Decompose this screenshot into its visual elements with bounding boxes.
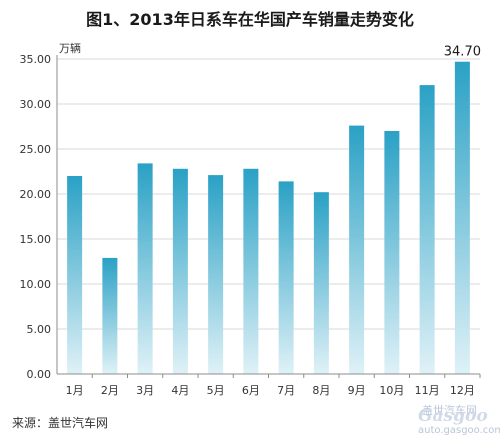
x-tick-label: 5月 <box>207 384 225 397</box>
grid-lines <box>57 58 480 330</box>
bar <box>313 192 329 374</box>
y-tick-label: 25.00 <box>20 143 52 156</box>
x-tick-label: 11月 <box>415 384 440 397</box>
source-note: 来源：盖世汽车网 <box>12 416 109 430</box>
axes: 0.00 5.00 10.00 15.00 20.00 25.00 30.00 35.00 1月… <box>20 53 481 397</box>
x-tick-label: 6月 <box>242 384 260 397</box>
watermark-url: auto.gasgoo.com <box>418 425 500 436</box>
y-tick-label: 15.00 <box>20 233 52 246</box>
data-label: 34.70 <box>444 45 481 60</box>
bar <box>384 131 400 374</box>
bar <box>102 257 118 374</box>
y-tick-label: 5.00 <box>27 323 52 336</box>
bar <box>278 181 294 374</box>
y-tick-label: 10.00 <box>20 278 52 291</box>
bar <box>137 163 153 374</box>
watermark-logo: 盖世汽车网 Gasgoo auto.gasgoo.com <box>400 402 500 440</box>
bar <box>243 168 259 374</box>
x-tick-label: 1月 <box>66 384 84 397</box>
y-tick-label: 20.00 <box>20 188 52 201</box>
x-tick-label: 4月 <box>171 384 189 397</box>
bar <box>67 176 83 374</box>
bar <box>349 125 365 374</box>
x-tick-label: 10月 <box>379 384 404 397</box>
x-tick-label: 7月 <box>277 384 295 397</box>
x-tick-label: 12月 <box>450 384 475 397</box>
watermark-text: 盖世汽车网 <box>422 404 477 417</box>
x-tick-label: 2月 <box>101 384 119 397</box>
bar <box>454 61 470 374</box>
bars: 34.70 <box>67 45 481 374</box>
bar <box>172 168 188 374</box>
x-tick-label: 3月 <box>136 384 154 397</box>
y-tick-label: 35.00 <box>20 53 52 66</box>
x-tick-label: 8月 <box>312 384 330 397</box>
y-axis-unit-label: 万辆 <box>59 41 81 55</box>
chart-title: 图1、2013年日系车在华国产车销量走势变化 <box>86 10 414 29</box>
bar <box>419 85 435 374</box>
y-tick-label: 0.00 <box>27 368 52 381</box>
watermark-brand: Gasgoo <box>418 406 488 426</box>
bar <box>208 175 224 374</box>
x-tick-label: 9月 <box>348 384 366 397</box>
y-tick-label: 30.00 <box>20 98 52 111</box>
